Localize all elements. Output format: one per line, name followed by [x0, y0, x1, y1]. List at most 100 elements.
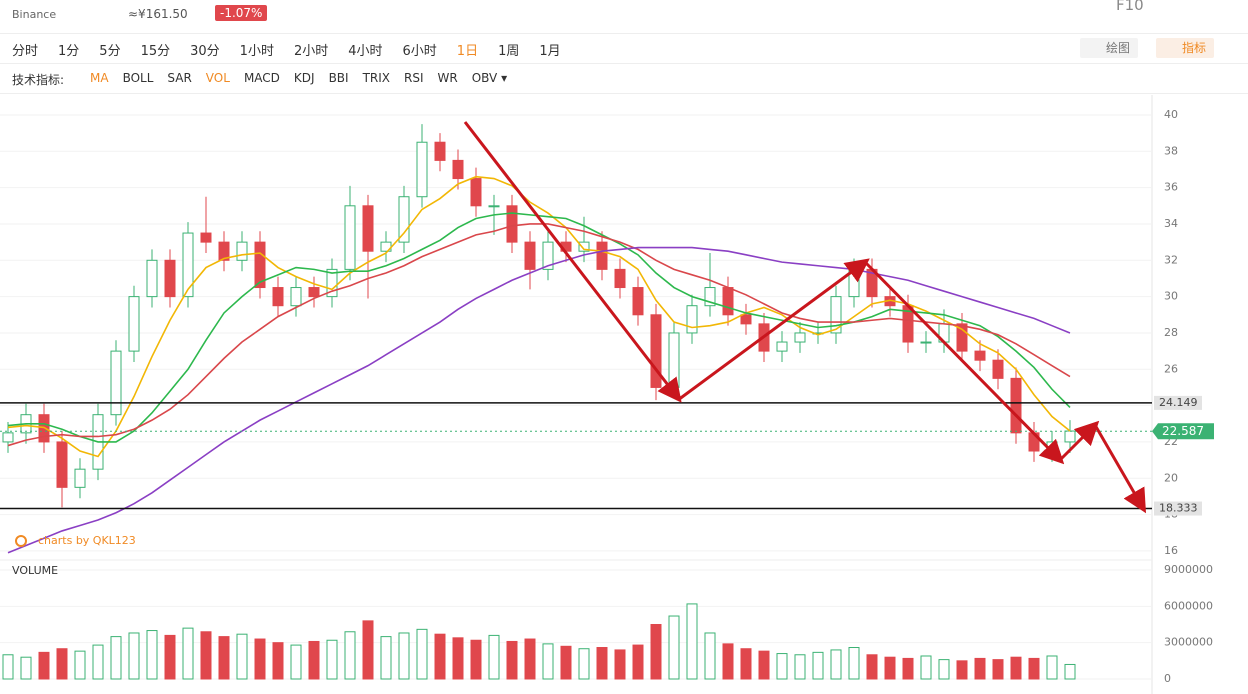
indicator-tab[interactable]: TRIX — [362, 71, 391, 85]
candle-body — [398, 196, 410, 243]
interval-tab[interactable]: 1日 — [456, 44, 479, 59]
candle-body — [326, 268, 338, 298]
volume-bar — [452, 637, 464, 680]
volume-bar — [902, 657, 914, 680]
volume-bar — [704, 632, 716, 680]
interval-tab[interactable]: 4小时 — [348, 44, 383, 59]
volume-bar — [362, 620, 374, 680]
volume-bar — [1010, 656, 1022, 680]
indicator-tab[interactable]: BOLL — [122, 71, 154, 85]
candle-body — [506, 205, 518, 243]
interval-tab[interactable]: 15分 — [140, 44, 171, 59]
level-tag — [1154, 501, 1202, 516]
volume-bar — [110, 636, 122, 680]
candle-body — [794, 332, 806, 343]
layers: 1618202224262830323436384003000000600000… — [0, 108, 1214, 685]
interval-tab[interactable]: 1分 — [58, 44, 80, 59]
candle-body — [488, 205, 500, 208]
interval-tab[interactable]: 分时 — [12, 44, 39, 59]
y-tick-label: 26 — [1164, 362, 1178, 375]
volume-bar — [722, 643, 734, 680]
indicator-tab[interactable]: MACD — [243, 71, 280, 85]
candle-body — [704, 287, 716, 307]
indicator-label: 技术指标: — [12, 73, 65, 87]
indicator-tab[interactable]: OBV ▾ — [471, 71, 508, 85]
trend-arrow — [1058, 420, 1100, 462]
candle-body — [1064, 430, 1076, 443]
volume-bar — [848, 647, 860, 680]
volume-bar — [272, 642, 284, 680]
f10-button[interactable]: F10 — [1116, 0, 1144, 14]
candle-body — [722, 287, 734, 316]
interval-tab[interactable]: 30分 — [190, 44, 220, 59]
volume-bar — [326, 639, 338, 680]
interval-tab[interactable]: 1小时 — [239, 44, 274, 59]
volume-bar — [416, 628, 428, 680]
volume-bar — [20, 656, 32, 680]
indicator-button[interactable]: 指标 — [1156, 38, 1215, 58]
volume-bar — [2, 654, 14, 680]
candle-body — [596, 241, 608, 270]
indicator-tab[interactable]: MA — [90, 71, 109, 85]
candle-body — [1010, 377, 1022, 434]
last-price-tag — [1152, 423, 1214, 440]
interval-tab[interactable]: 1周 — [498, 44, 520, 59]
volume-bar — [650, 624, 662, 680]
volume-bar — [1028, 657, 1040, 680]
candle-body — [668, 332, 680, 388]
indicator-tab[interactable]: KDJ — [293, 71, 315, 85]
candle-body — [632, 287, 644, 316]
cny-price: ≈¥161.50 — [128, 7, 188, 21]
volume-bar — [200, 631, 212, 680]
indicator-tab[interactable]: SAR — [167, 71, 192, 85]
draw-button[interactable]: 绘图 — [1080, 38, 1139, 58]
indicator-tab[interactable]: WR — [437, 71, 458, 85]
logo — [15, 535, 27, 547]
interval-tab[interactable]: 5分 — [99, 44, 121, 59]
volume-bar — [560, 645, 572, 680]
volume-bar — [632, 644, 644, 680]
candle-body — [110, 350, 122, 416]
volume-bar — [884, 656, 896, 680]
interval-tab[interactable]: 2小时 — [293, 44, 329, 59]
candle-body — [920, 341, 932, 344]
y-tick-label: 34 — [1164, 217, 1178, 230]
candle-body — [542, 241, 554, 270]
candle-body — [956, 323, 968, 352]
volume-bar — [956, 660, 968, 680]
volume-title: VOLUME — [12, 564, 58, 577]
candle-body — [578, 241, 590, 252]
candle-body — [128, 296, 140, 352]
volume-bar — [992, 659, 1004, 680]
candle-body — [56, 441, 68, 488]
y-tick-label: 40 — [1164, 108, 1178, 121]
volume-bar — [596, 647, 608, 680]
ma-line — [7, 223, 1071, 447]
candle-body — [740, 314, 752, 325]
indicator-tab[interactable]: BBI — [328, 71, 349, 85]
candle-body — [2, 432, 14, 443]
volume-bar — [290, 644, 302, 680]
candle-body — [686, 305, 698, 334]
candle-body — [776, 341, 788, 352]
candle-body — [470, 178, 482, 207]
candle-body — [992, 359, 1004, 379]
indicator-tab[interactable]: VOL — [205, 71, 230, 85]
candle-body — [254, 241, 266, 289]
volume-bar — [542, 643, 554, 680]
interval-tab[interactable]: 1月 — [539, 44, 561, 59]
candle-body — [344, 205, 356, 270]
y-tick-label: 20 — [1164, 471, 1178, 484]
interval-tab[interactable]: 6小时 — [402, 44, 437, 59]
annotations — [463, 121, 1147, 514]
candle-body — [272, 287, 284, 307]
watermark: charts by QKL123 — [38, 534, 136, 547]
trend-arrow — [677, 258, 870, 402]
volume-bar — [614, 649, 626, 680]
volume-bar — [434, 633, 446, 680]
indicator-tab[interactable]: RSI — [404, 71, 424, 85]
candle-body — [650, 314, 662, 388]
last-price-label: 22.587 — [1162, 424, 1204, 438]
volume-bar — [1064, 663, 1076, 680]
